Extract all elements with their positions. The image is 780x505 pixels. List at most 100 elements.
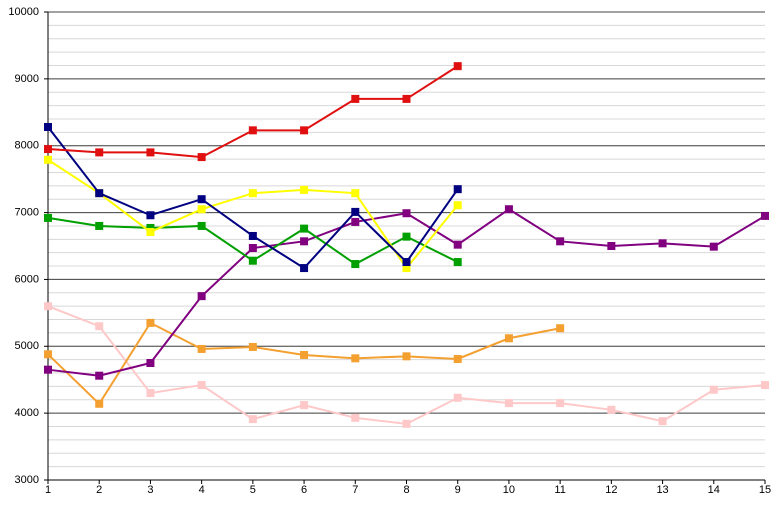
point-marker: [44, 365, 52, 374]
point-marker: [197, 292, 206, 301]
point-marker: [453, 258, 462, 267]
point-marker: [351, 94, 360, 103]
point-marker: [146, 389, 155, 398]
point-marker: [351, 413, 360, 422]
point-marker: [95, 322, 104, 331]
point-marker: [351, 189, 360, 198]
point-marker: [761, 381, 769, 390]
point-marker: [95, 399, 104, 408]
point-marker: [402, 419, 411, 428]
point-marker: [248, 415, 257, 424]
y-tick-label: 8000: [15, 140, 39, 152]
point-marker: [146, 359, 155, 367]
x-tick-label: 12: [605, 484, 617, 496]
point-marker: [709, 242, 718, 251]
point-marker: [504, 334, 513, 343]
point-marker: [197, 153, 206, 162]
point-marker: [453, 201, 462, 210]
point-marker: [248, 126, 257, 135]
y-tick-label: 6000: [15, 273, 39, 285]
point-marker: [197, 381, 206, 390]
point-marker: [402, 209, 411, 218]
point-marker: [95, 189, 104, 198]
point-marker: [351, 207, 360, 216]
point-marker: [351, 354, 360, 363]
point-marker: [197, 205, 206, 214]
point-marker: [300, 185, 309, 194]
point-marker: [248, 231, 257, 240]
point-marker: [248, 256, 257, 265]
point-marker: [607, 405, 616, 414]
point-marker: [402, 232, 411, 241]
point-marker: [44, 350, 52, 359]
point-marker: [453, 393, 462, 402]
point-marker: [95, 371, 104, 380]
point-marker: [761, 211, 769, 220]
point-marker: [44, 302, 52, 311]
point-marker: [402, 264, 411, 273]
point-marker: [453, 185, 462, 194]
point-marker: [504, 205, 513, 214]
point-marker: [658, 239, 667, 248]
point-marker: [44, 122, 52, 131]
y-tick-label: 3000: [15, 474, 39, 486]
point-marker: [44, 145, 52, 154]
series-line: [47, 65, 459, 159]
point-marker: [607, 242, 616, 250]
point-marker: [146, 211, 155, 220]
point-marker: [95, 221, 104, 230]
x-tick-label: 1: [45, 484, 51, 496]
point-marker: [146, 223, 155, 232]
point-marker: [504, 399, 513, 408]
point-marker: [197, 344, 206, 353]
point-marker: [453, 62, 462, 71]
x-tick-label: 9: [455, 484, 461, 496]
point-marker: [556, 324, 565, 333]
point-marker: [300, 126, 309, 135]
point-marker: [146, 318, 155, 327]
point-marker: [300, 401, 309, 410]
point-marker: [402, 94, 411, 103]
point-marker: [44, 155, 52, 164]
x-tick-label: 4: [199, 484, 205, 496]
point-marker: [351, 260, 360, 269]
x-tick-label: 2: [96, 484, 102, 496]
x-tick-label: 3: [147, 484, 153, 496]
point-marker: [300, 264, 309, 273]
x-tick-label: 15: [759, 484, 771, 496]
x-tick-label: 13: [656, 484, 668, 496]
point-marker: [556, 237, 565, 246]
y-tick-label: 4000: [15, 407, 39, 419]
point-marker: [556, 399, 565, 408]
y-tick-label: 5000: [15, 340, 39, 352]
x-tick-label: 5: [250, 484, 256, 496]
x-tick-label: 8: [403, 484, 409, 496]
x-tick-label: 14: [708, 484, 720, 496]
point-marker: [248, 342, 257, 351]
x-tick-label: 6: [301, 484, 307, 496]
point-marker: [402, 352, 411, 361]
point-marker: [300, 350, 309, 359]
point-marker: [95, 148, 104, 157]
y-tick-label: 10000: [8, 6, 39, 18]
x-tick-label: 7: [352, 484, 358, 496]
point-marker: [709, 385, 718, 394]
y-tick-label: 7000: [15, 206, 39, 218]
x-tick-label: 10: [503, 484, 515, 496]
point-marker: [248, 189, 257, 198]
point-marker: [351, 217, 360, 226]
series-line: [47, 305, 766, 425]
series-line: [47, 321, 561, 406]
point-marker: [453, 240, 462, 249]
point-marker: [658, 417, 667, 426]
y-tick-label: 9000: [15, 73, 39, 85]
point-marker: [197, 221, 206, 230]
point-marker: [44, 213, 52, 222]
x-tick-label: 11: [554, 484, 565, 496]
point-marker: [146, 148, 155, 157]
point-marker: [248, 244, 257, 253]
point-marker: [197, 195, 206, 204]
point-marker: [402, 258, 411, 267]
point-marker: [453, 354, 462, 363]
